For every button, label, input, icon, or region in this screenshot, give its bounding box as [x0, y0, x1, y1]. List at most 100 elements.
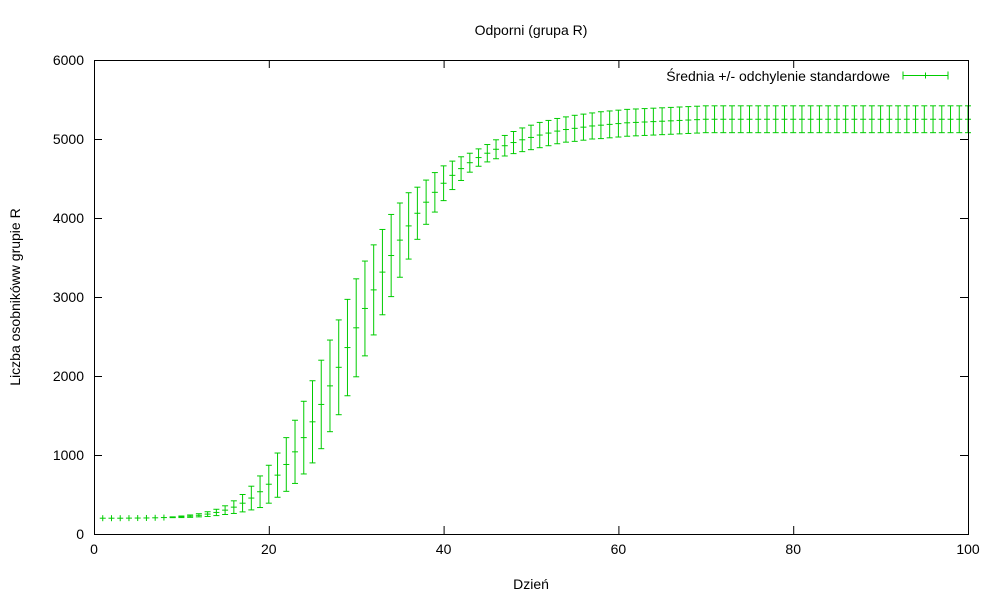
y-tick-label: 1000 — [53, 447, 84, 463]
x-tick-label: 60 — [611, 541, 627, 557]
error-bar-point — [230, 500, 237, 514]
error-bar-point — [361, 260, 368, 357]
error-bar-point — [379, 228, 386, 316]
error-bar-point — [720, 105, 727, 134]
error-bar-point — [178, 515, 185, 519]
error-bar-point — [292, 419, 299, 484]
error-bar-point — [344, 298, 351, 397]
y-tick-label: 6000 — [53, 52, 84, 68]
error-bar-point — [842, 105, 849, 134]
error-bar-point — [134, 515, 141, 522]
error-bar-point — [545, 119, 552, 147]
error-bar-point — [160, 514, 167, 521]
error-bar-point — [283, 437, 290, 492]
error-bar-point — [143, 514, 150, 521]
plot-frame — [94, 60, 969, 535]
legend-sample — [902, 71, 949, 80]
error-bar-point — [659, 107, 666, 136]
error-bar-point — [204, 511, 211, 517]
error-bar-point — [746, 105, 753, 134]
error-bar-point — [580, 113, 587, 141]
x-tick-label: 20 — [261, 541, 277, 557]
error-bar-point — [318, 359, 325, 450]
error-bar-point — [676, 106, 683, 135]
error-bar-point — [711, 105, 718, 134]
error-bar-point — [807, 105, 814, 134]
error-bar-point — [257, 475, 264, 509]
error-bar-point — [431, 172, 438, 213]
error-bar-point — [615, 109, 622, 138]
error-bar-point — [825, 105, 832, 134]
error-bar-point — [528, 124, 534, 151]
error-bar-point — [947, 105, 954, 134]
error-bar-point — [117, 515, 124, 522]
error-bar-point — [335, 319, 342, 416]
error-bar-point — [414, 186, 421, 240]
error-bar-point — [650, 107, 657, 136]
error-bar-point — [868, 105, 875, 134]
error-bar-point — [886, 105, 893, 134]
error-bar-point — [562, 116, 569, 143]
error-bar-point — [99, 515, 106, 522]
legend: Średnia +/- odchylenie standardowe — [666, 67, 949, 84]
error-bar-point — [772, 105, 779, 134]
y-tick-label: 3000 — [53, 289, 84, 305]
error-bar-point — [493, 139, 500, 160]
error-bar-point — [667, 106, 674, 135]
error-bar-point — [108, 515, 115, 522]
error-bar-point — [816, 105, 823, 134]
error-bar-point — [956, 105, 963, 134]
error-bar-point — [903, 105, 910, 134]
error-bar-point — [423, 179, 430, 225]
error-bar-point — [187, 514, 194, 518]
error-bar-point — [571, 114, 578, 142]
error-bar-point — [213, 508, 220, 517]
error-bar-point — [737, 105, 744, 134]
error-bar-point — [755, 105, 762, 134]
error-bar-point — [326, 339, 333, 433]
error-bar-point — [195, 513, 202, 518]
error-bar-point — [930, 105, 937, 134]
x-tick-label: 100 — [956, 541, 980, 557]
y-tick-label: 0 — [76, 526, 84, 542]
plot-marks — [99, 105, 971, 522]
error-bar-point — [606, 110, 613, 139]
error-bar-point — [632, 108, 639, 137]
error-bar-point — [501, 134, 508, 157]
y-tick-label: 5000 — [53, 131, 84, 147]
error-bar-point — [685, 106, 692, 134]
error-bar-point — [353, 278, 360, 378]
error-bar-point — [877, 105, 884, 134]
error-bar-point — [222, 505, 229, 515]
error-bar-point — [300, 400, 307, 475]
error-bar-point — [702, 105, 709, 134]
error-bar-point — [458, 156, 465, 181]
error-bar-point — [396, 202, 403, 278]
error-bar-point — [239, 494, 246, 513]
error-bar-point — [484, 144, 491, 163]
error-bar-point — [536, 121, 543, 149]
x-axis-label: Dzień — [513, 576, 549, 592]
x-tick-label: 80 — [785, 541, 801, 557]
error-bar-point — [694, 105, 701, 134]
error-bar-point — [388, 213, 395, 298]
error-bar-point — [851, 105, 858, 134]
y-tick-label: 4000 — [53, 210, 84, 226]
error-bar-point — [597, 111, 604, 140]
error-bar-point — [169, 516, 176, 519]
error-bar-point — [729, 105, 736, 134]
error-bar-point — [624, 108, 631, 137]
error-bar-point — [475, 148, 482, 167]
error-bar-point — [152, 514, 159, 521]
error-bar-point — [440, 165, 447, 202]
error-bar-point — [125, 515, 132, 522]
error-bar-point — [274, 452, 281, 498]
error-bar-point — [405, 192, 412, 260]
error-bar-point — [860, 105, 867, 134]
x-tick-label: 0 — [90, 541, 98, 557]
error-bar-point — [248, 485, 255, 511]
error-bar-point — [921, 105, 928, 134]
error-bar-point — [589, 112, 596, 140]
